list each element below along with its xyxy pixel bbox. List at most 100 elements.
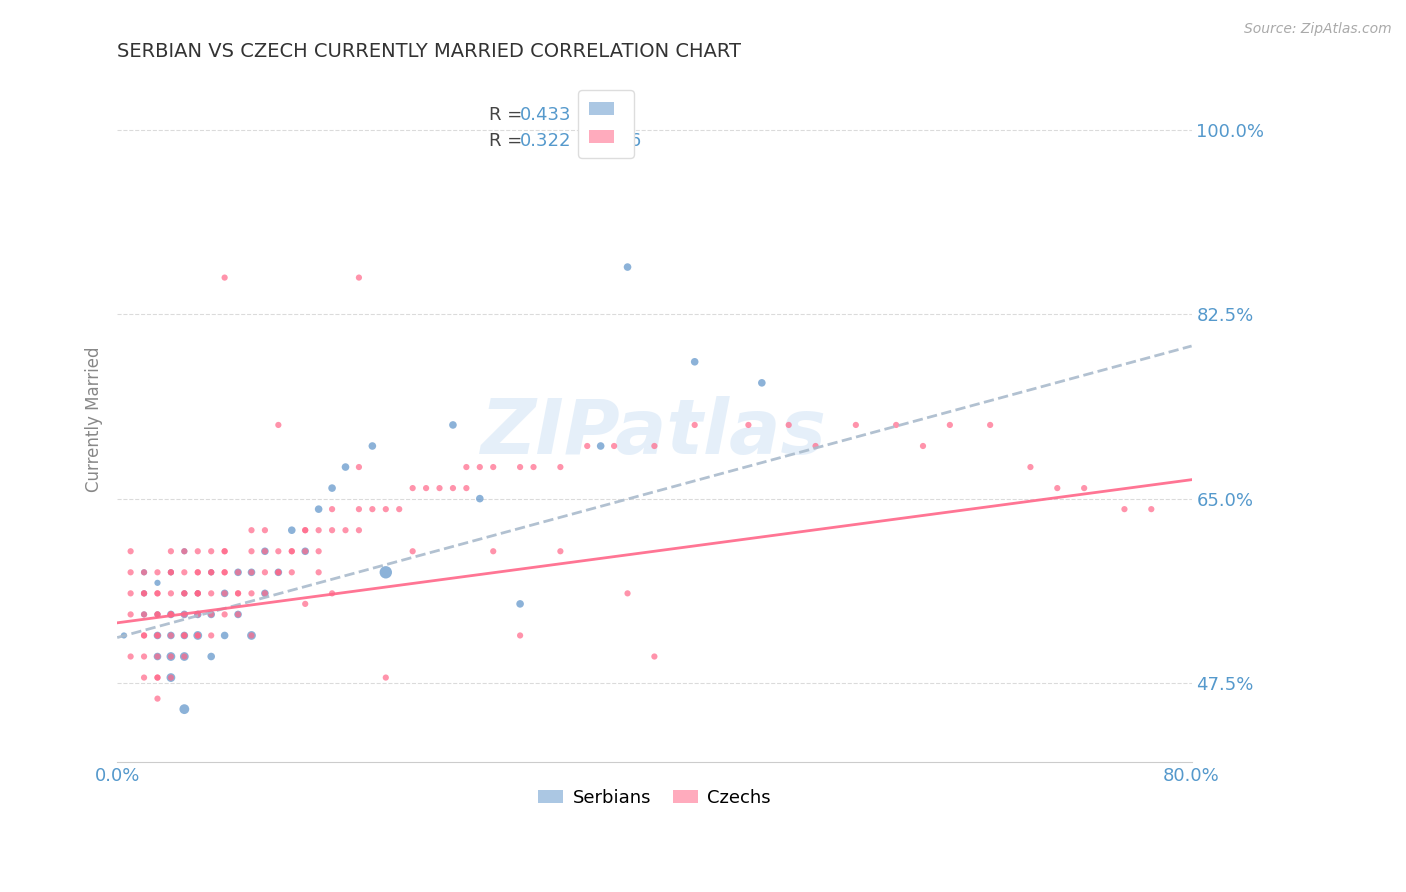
Point [146,566,169,580]
Point [456,460,478,475]
Point [120,544,142,558]
Text: R =: R = [489,132,527,150]
Point [226,566,249,580]
Point [226,586,249,600]
Point [240,628,263,642]
Point [187,566,209,580]
Point [214,607,236,622]
Point [187,544,209,558]
Text: Source: ZipAtlas.com: Source: ZipAtlas.com [1244,22,1392,37]
Point [281,544,304,558]
Point [226,607,249,622]
Text: 48: 48 [607,106,630,124]
Point [321,586,343,600]
Text: 0.322: 0.322 [520,132,572,150]
Point [361,439,384,453]
Point [1019,460,1042,475]
Point [374,671,396,685]
Point [401,481,423,495]
Point [468,460,491,475]
Point [603,439,626,453]
Point [226,607,249,622]
Point [482,460,505,475]
Point [267,417,290,432]
Point [160,607,183,622]
Point [1140,502,1163,516]
Point [160,607,183,622]
Point [132,607,155,622]
Point [146,628,169,642]
Point [120,607,142,622]
Point [509,597,531,611]
Point [321,481,343,495]
Point [160,566,183,580]
Point [200,566,222,580]
Point [281,523,304,537]
Point [146,607,169,622]
Point [939,417,962,432]
Point [778,417,800,432]
Point [374,502,396,516]
Point [429,481,451,495]
Point [132,586,155,600]
Point [1073,481,1095,495]
Point [294,597,316,611]
Text: ZIPatlas: ZIPatlas [481,396,827,470]
Point [281,544,304,558]
Point [335,523,357,537]
Point [308,544,330,558]
Point [1114,502,1136,516]
Point [267,544,290,558]
Point [751,376,773,390]
Point [361,502,384,516]
Point [160,649,183,664]
Point [160,671,183,685]
Point [160,649,183,664]
Point [187,586,209,600]
Point [589,439,612,453]
Point [146,628,169,642]
Point [214,586,236,600]
Point [253,523,276,537]
Point [132,566,155,580]
Point [308,523,330,537]
Point [253,586,276,600]
Point [214,628,236,642]
Point [146,628,169,642]
Point [979,417,1001,432]
Point [643,439,665,453]
Point [522,460,544,475]
Point [214,270,236,285]
Point [146,586,169,600]
Point [267,566,290,580]
Point [253,544,276,558]
Point [146,586,169,600]
Text: SERBIAN VS CZECH CURRENTLY MARRIED CORRELATION CHART: SERBIAN VS CZECH CURRENTLY MARRIED CORRE… [117,42,741,61]
Point [173,566,195,580]
Point [415,481,437,495]
Point [509,460,531,475]
Point [683,417,706,432]
Point [187,586,209,600]
Point [294,523,316,537]
Point [240,566,263,580]
Point [146,649,169,664]
Text: N =: N = [579,132,619,150]
Point [187,566,209,580]
Point [187,607,209,622]
Point [146,575,169,590]
Point [482,544,505,558]
Point [173,649,195,664]
Point [1046,481,1069,495]
Point [146,691,169,706]
Point [160,566,183,580]
Point [226,586,249,600]
Text: N =: N = [579,106,619,124]
Point [267,566,290,580]
Point [200,607,222,622]
Point [294,523,316,537]
Point [187,586,209,600]
Point [120,566,142,580]
Point [294,544,316,558]
Point [240,628,263,642]
